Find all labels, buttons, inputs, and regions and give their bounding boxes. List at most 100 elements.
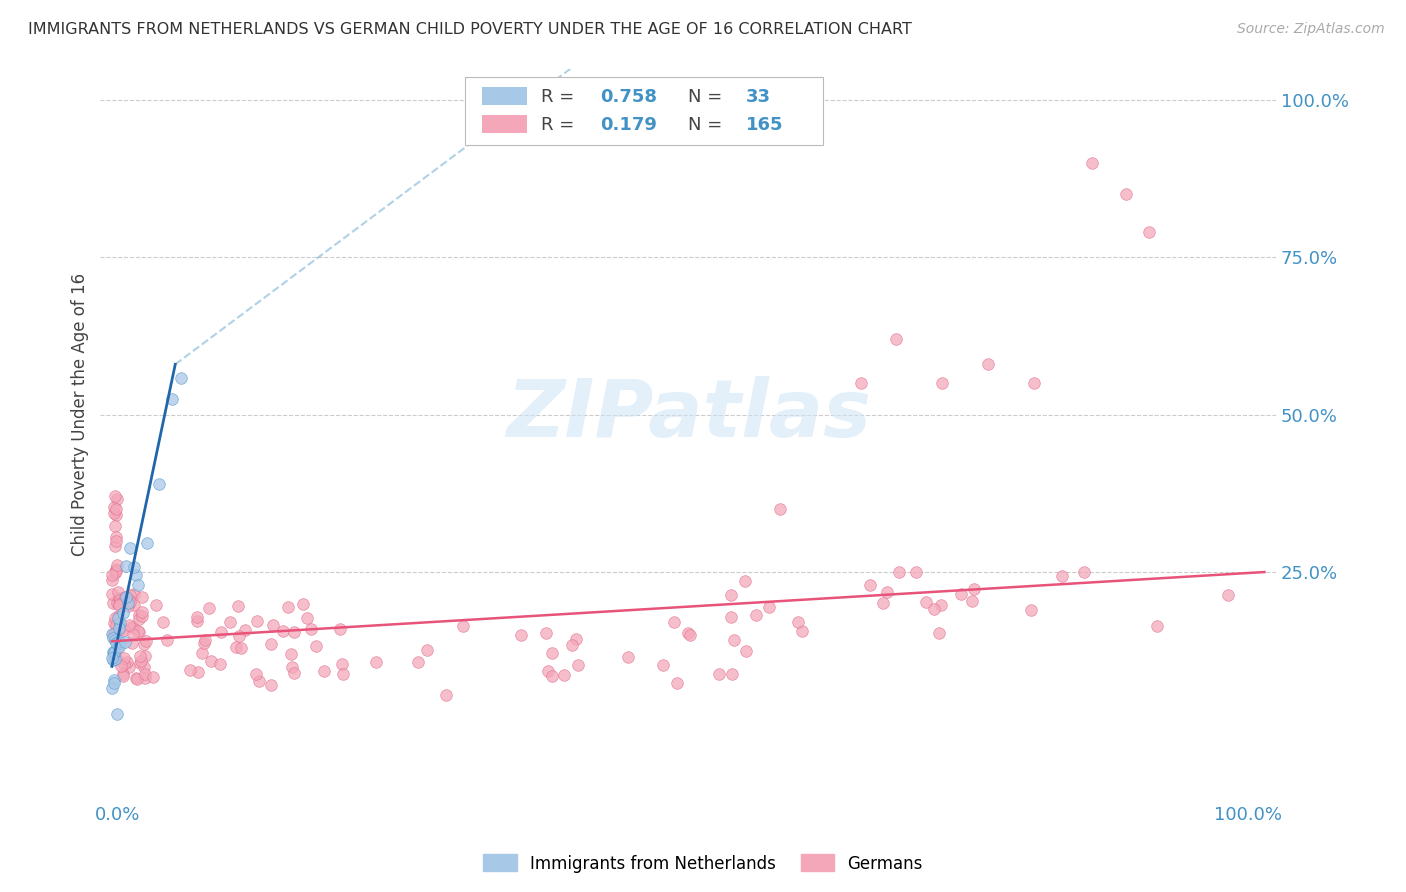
Point: [118, 592, 141, 607]
Point: [118, 618, 141, 632]
Point: [101, 627, 124, 641]
Point: [125, 672, 148, 686]
Point: [105, 706, 128, 721]
Point: [929, 598, 952, 612]
Point: [131, 608, 153, 623]
Text: Source: ZipAtlas.com: Source: ZipAtlas.com: [1237, 22, 1385, 37]
Point: [709, 667, 731, 681]
Point: [134, 660, 156, 674]
Point: [107, 585, 129, 599]
Point: [112, 623, 135, 637]
Point: [105, 596, 128, 610]
Point: [859, 578, 882, 592]
Point: [107, 609, 129, 624]
Point: [104, 625, 127, 640]
Point: [260, 677, 283, 691]
Point: [434, 688, 457, 702]
Point: [305, 639, 328, 653]
Point: [271, 624, 294, 639]
Legend: Immigrants from Netherlands, Germans: Immigrants from Netherlands, Germans: [477, 847, 929, 880]
Point: [108, 598, 131, 612]
Point: [103, 627, 125, 641]
Point: [110, 615, 132, 630]
Point: [128, 608, 150, 623]
Point: [665, 675, 688, 690]
Text: ZIPatlas: ZIPatlas: [506, 376, 870, 454]
Point: [111, 606, 134, 620]
Point: [103, 506, 125, 520]
Point: [720, 610, 742, 624]
Point: [108, 591, 131, 606]
Point: [561, 638, 583, 652]
Point: [134, 648, 156, 663]
Point: [194, 632, 217, 647]
Point: [723, 633, 745, 648]
Point: [135, 536, 157, 550]
Point: [662, 615, 685, 630]
Point: [406, 655, 429, 669]
Point: [110, 636, 132, 650]
Point: [103, 615, 125, 630]
Point: [118, 660, 141, 674]
Point: [678, 625, 700, 640]
Point: [120, 595, 142, 609]
Point: [121, 626, 143, 640]
Point: [107, 640, 129, 655]
Point: [127, 578, 149, 592]
Point: [118, 588, 141, 602]
Point: [179, 663, 201, 677]
Point: [105, 534, 128, 549]
Point: [200, 654, 222, 668]
Point: [104, 531, 127, 545]
Point: [735, 643, 758, 657]
Point: [198, 601, 221, 615]
Point: [107, 611, 129, 625]
Point: [786, 615, 808, 630]
Point: [132, 637, 155, 651]
Text: N =: N =: [688, 88, 728, 106]
Point: [872, 596, 894, 610]
Point: [301, 622, 323, 636]
Point: [332, 667, 354, 681]
Point: [540, 646, 562, 660]
Point: [1050, 569, 1073, 583]
Point: [922, 602, 945, 616]
Point: [108, 593, 131, 607]
Text: 0.758: 0.758: [600, 88, 657, 106]
Point: [103, 500, 125, 514]
Y-axis label: Child Poverty Under the Age of 16: Child Poverty Under the Age of 16: [72, 273, 89, 557]
Point: [124, 587, 146, 601]
Point: [115, 590, 138, 604]
Point: [122, 598, 145, 612]
Point: [145, 599, 167, 613]
Point: [107, 620, 129, 634]
Point: [312, 664, 335, 678]
Point: [104, 635, 127, 649]
Point: [117, 599, 139, 613]
Point: [104, 618, 127, 632]
Text: IMMIGRANTS FROM NETHERLANDS VS GERMAN CHILD POVERTY UNDER THE AGE OF 16 CORRELAT: IMMIGRANTS FROM NETHERLANDS VS GERMAN CH…: [28, 22, 912, 37]
Point: [131, 591, 153, 605]
Point: [262, 618, 284, 632]
Point: [108, 620, 131, 634]
Point: [103, 675, 125, 690]
FancyBboxPatch shape: [482, 115, 527, 133]
Point: [104, 564, 127, 578]
Point: [101, 645, 124, 659]
Point: [186, 609, 208, 624]
Point: [160, 392, 183, 407]
Point: [120, 541, 142, 556]
Point: [329, 622, 352, 636]
Point: [108, 597, 131, 611]
Point: [540, 669, 562, 683]
Point: [108, 621, 131, 635]
Point: [187, 665, 209, 679]
Point: [366, 655, 388, 669]
Point: [110, 658, 132, 673]
FancyBboxPatch shape: [482, 87, 527, 105]
Point: [127, 624, 149, 639]
Point: [225, 640, 247, 655]
Text: N =: N =: [688, 116, 728, 134]
Point: [246, 614, 269, 628]
Point: [330, 657, 353, 671]
